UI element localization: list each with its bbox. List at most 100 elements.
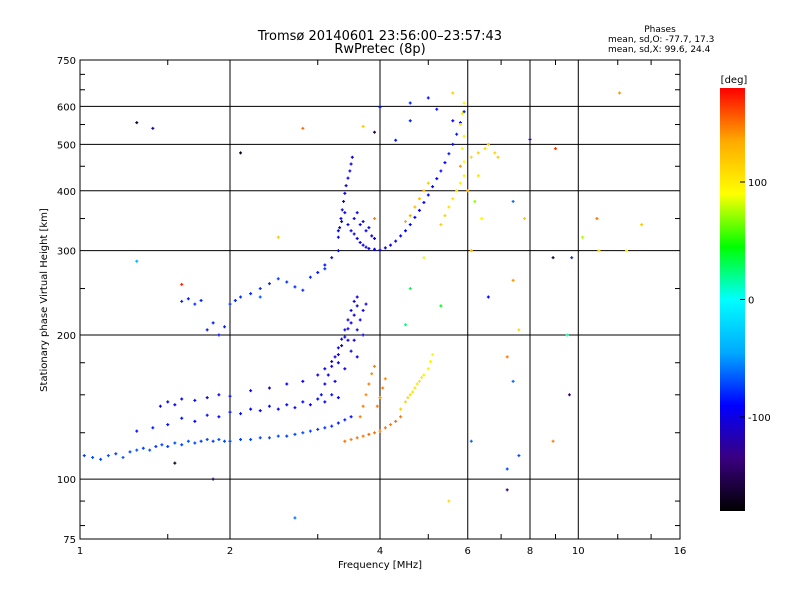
y-axis-label: Stationary phase Virtual Height [km] <box>39 208 50 392</box>
data-point <box>370 372 374 376</box>
data-point <box>408 393 412 397</box>
data-point <box>186 297 190 301</box>
data-point <box>597 249 601 253</box>
data-point <box>285 403 289 407</box>
data-point <box>466 189 470 193</box>
data-point <box>352 299 356 303</box>
data-point <box>293 285 297 289</box>
data-point <box>358 240 362 244</box>
data-point <box>462 110 466 114</box>
data-point <box>406 396 410 400</box>
data-point <box>361 243 365 247</box>
y-tick-label: 500 <box>57 140 76 151</box>
data-point <box>336 353 340 357</box>
data-point <box>166 444 170 448</box>
x-tick-label: 16 <box>674 546 687 557</box>
data-point <box>451 197 455 201</box>
data-point <box>135 259 139 263</box>
data-point <box>228 410 232 414</box>
data-point <box>239 412 243 416</box>
data-point <box>239 151 243 155</box>
data-point <box>340 220 344 224</box>
data-point <box>553 147 557 151</box>
data-point <box>408 214 412 218</box>
data-point <box>223 439 227 443</box>
data-point <box>435 107 439 111</box>
data-point <box>276 235 280 239</box>
data-point <box>199 439 203 443</box>
colorbar-tick-label: 0 <box>748 296 754 307</box>
data-point <box>517 328 521 332</box>
data-point <box>373 130 377 134</box>
data-point <box>342 199 346 203</box>
data-point <box>186 439 190 443</box>
data-point <box>211 477 215 481</box>
data-point <box>301 379 305 383</box>
data-point <box>228 439 232 443</box>
data-point <box>301 126 305 130</box>
data-point <box>361 220 365 224</box>
data-point <box>408 223 412 227</box>
data-point <box>367 226 371 230</box>
data-point <box>447 205 451 209</box>
data-point <box>413 205 417 209</box>
data-point <box>323 426 327 430</box>
data-point <box>276 407 280 411</box>
data-point <box>193 302 197 306</box>
data-point <box>239 438 243 441</box>
data-point <box>399 415 403 419</box>
data-point <box>319 393 323 397</box>
data-point <box>422 201 426 205</box>
data-point <box>91 455 95 459</box>
data-point <box>217 438 221 441</box>
data-point <box>343 328 347 332</box>
data-point <box>447 152 451 156</box>
data-point <box>340 337 344 341</box>
data-point <box>476 174 480 178</box>
data-point <box>323 382 327 386</box>
data-point <box>249 292 253 296</box>
data-point <box>570 256 574 260</box>
data-point <box>375 404 379 408</box>
data-point <box>455 132 459 136</box>
data-point <box>158 404 162 408</box>
x-tick-label: 6 <box>465 546 471 557</box>
data-point <box>128 450 132 454</box>
data-point <box>625 249 629 253</box>
data-point <box>431 353 435 357</box>
data-point <box>205 438 209 441</box>
data-point <box>205 328 209 332</box>
phases-heading: Phases <box>644 25 676 35</box>
data-point <box>364 245 368 249</box>
y-tick-label: 300 <box>57 247 76 258</box>
data-point <box>340 344 344 348</box>
data-point <box>180 299 184 303</box>
data-point <box>493 151 497 155</box>
data-point <box>383 377 387 381</box>
data-point <box>431 185 435 189</box>
data-point <box>249 407 253 411</box>
data-point <box>443 214 447 218</box>
data-point <box>349 415 353 419</box>
colorbar-tick-label: 100 <box>748 178 767 189</box>
data-point <box>415 382 419 386</box>
data-point <box>399 234 403 238</box>
data-point <box>346 176 350 180</box>
data-point <box>389 423 393 427</box>
data-point <box>166 423 170 427</box>
y-tick-label: 100 <box>57 475 76 486</box>
data-point <box>323 400 327 404</box>
data-point <box>469 155 473 159</box>
data-point <box>517 454 521 458</box>
data-point <box>333 355 337 359</box>
data-point <box>121 455 125 459</box>
data-point <box>364 393 368 397</box>
data-point <box>426 181 430 185</box>
x-axis-label: Frequency [MHz] <box>338 560 422 571</box>
data-point <box>349 438 353 441</box>
data-point <box>364 229 368 233</box>
data-point <box>511 379 515 383</box>
data-point <box>249 389 253 393</box>
data-point <box>173 441 177 445</box>
